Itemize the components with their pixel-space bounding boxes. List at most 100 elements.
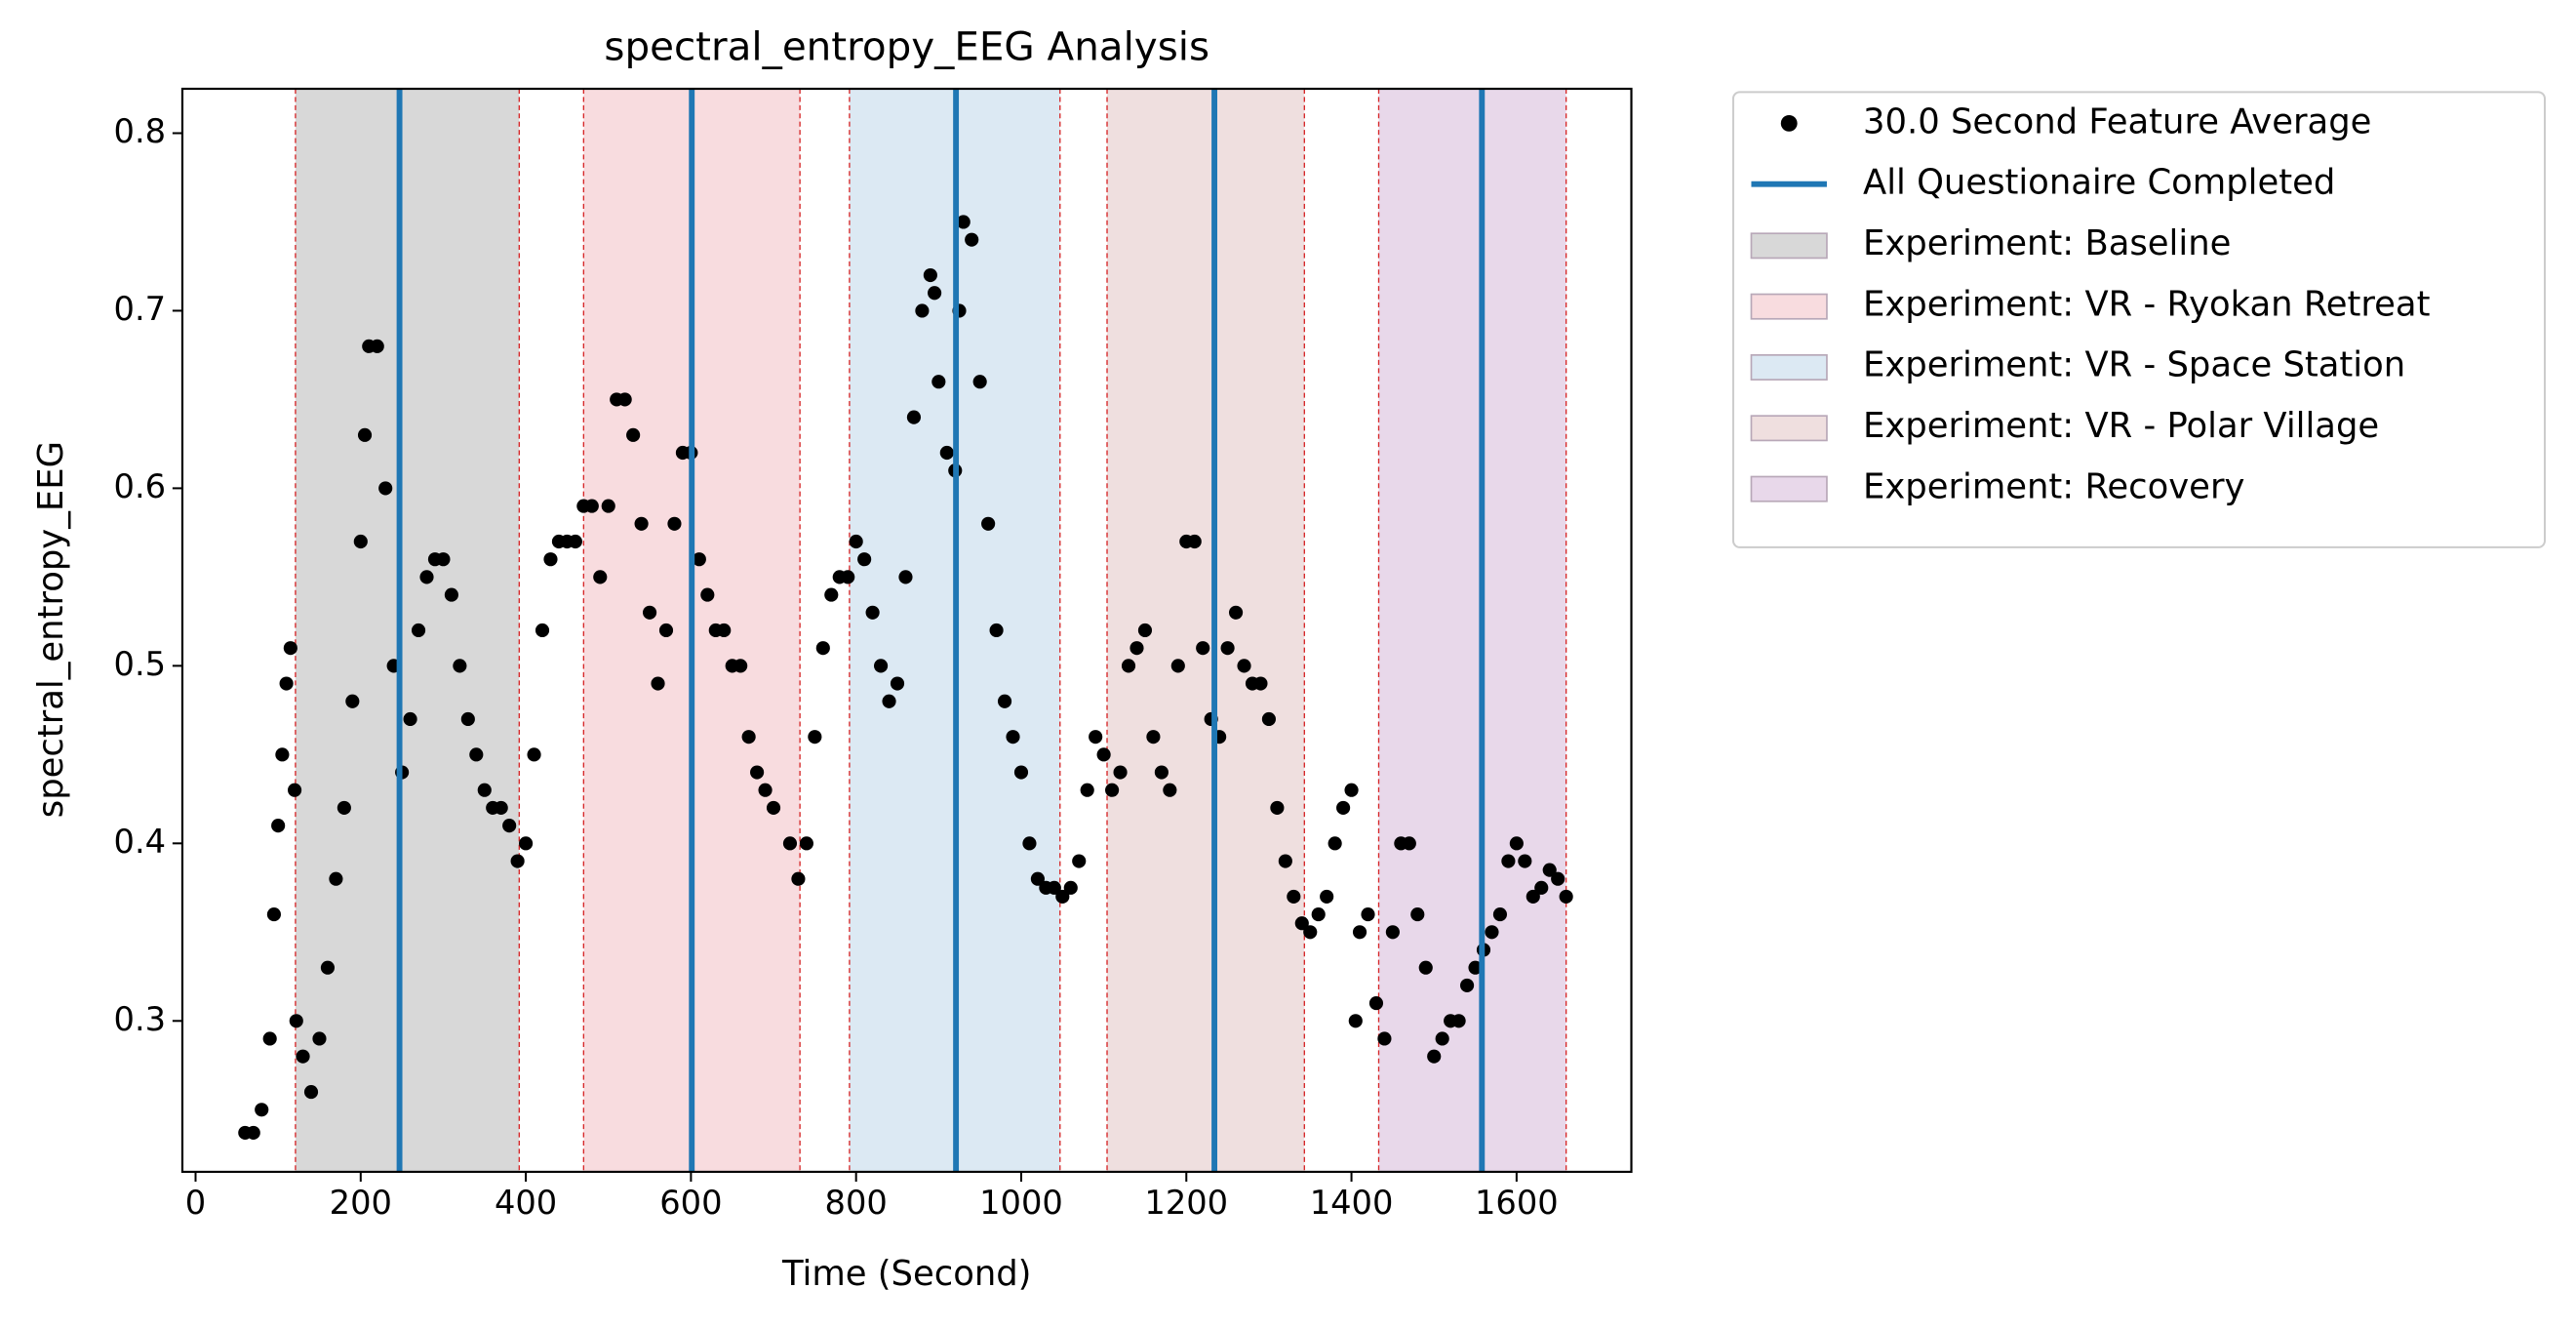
point <box>824 587 839 602</box>
point <box>329 871 343 886</box>
point <box>906 410 922 424</box>
point <box>898 570 913 584</box>
point <box>1137 623 1153 638</box>
point <box>1534 880 1549 895</box>
point <box>1328 836 1342 851</box>
point <box>651 676 665 691</box>
point <box>289 1014 303 1028</box>
point <box>312 1031 327 1046</box>
point <box>601 499 615 513</box>
point <box>262 1031 277 1046</box>
point <box>1261 711 1276 727</box>
point <box>1096 747 1111 762</box>
point <box>288 783 302 797</box>
x-tick-label: 800 <box>825 1184 888 1222</box>
point <box>519 836 534 851</box>
x-tick-label: 200 <box>330 1184 392 1222</box>
point <box>1022 836 1037 851</box>
point <box>337 800 351 816</box>
point <box>1105 783 1120 797</box>
point <box>717 623 732 638</box>
point <box>972 375 987 389</box>
point <box>320 960 336 975</box>
point <box>584 499 599 513</box>
point <box>1501 854 1516 868</box>
chart-title: spectral_entropy_EEG Analysis <box>604 23 1209 70</box>
point <box>808 730 822 744</box>
point <box>1559 889 1573 904</box>
point <box>568 534 582 549</box>
point <box>460 711 475 727</box>
point <box>1013 765 1029 780</box>
point <box>634 516 649 531</box>
point <box>741 730 756 744</box>
point <box>477 783 492 797</box>
point <box>1352 925 1367 940</box>
point <box>1030 871 1045 886</box>
point <box>275 747 290 762</box>
point <box>1047 880 1061 895</box>
y-tick-label: 0.3 <box>114 1000 167 1038</box>
y-tick-label: 0.6 <box>114 467 167 505</box>
legend-label: 30.0 Second Feature Average <box>1863 101 2371 141</box>
point <box>1402 836 1416 851</box>
legend-label: Experiment: VR - Space Station <box>1863 345 2405 385</box>
point <box>1270 800 1285 816</box>
point <box>1492 907 1508 922</box>
point <box>1287 889 1301 904</box>
point <box>403 711 417 727</box>
point <box>279 676 294 691</box>
point <box>758 783 773 797</box>
point <box>890 676 905 691</box>
point <box>527 747 541 762</box>
x-axis-label: Time (Second) <box>781 1254 1032 1294</box>
point <box>989 623 1004 638</box>
point <box>255 1103 269 1117</box>
point <box>1361 907 1375 922</box>
point <box>1551 871 1565 886</box>
legend-box <box>1731 91 2547 548</box>
point <box>411 623 426 638</box>
x-tick-label: 1000 <box>979 1184 1063 1222</box>
y-axis-label: spectral_entropy_EEG <box>31 441 71 818</box>
point <box>1278 854 1292 868</box>
y-tick-label: 0.7 <box>114 290 167 328</box>
x-tick-label: 400 <box>495 1184 557 1222</box>
legend-marker <box>1750 354 1828 381</box>
point <box>1459 978 1475 992</box>
point <box>246 1125 260 1140</box>
point <box>1418 960 1433 975</box>
point <box>750 765 765 780</box>
point <box>799 836 813 851</box>
point <box>1163 783 1177 797</box>
point <box>923 267 937 283</box>
point <box>939 445 954 461</box>
point <box>1170 659 1185 673</box>
point <box>1113 765 1128 780</box>
point <box>1435 1031 1449 1046</box>
point <box>981 516 996 531</box>
point <box>370 339 384 353</box>
point <box>1410 907 1425 922</box>
point <box>303 1084 319 1100</box>
point <box>1006 730 1020 744</box>
point <box>997 694 1012 708</box>
point <box>928 286 942 301</box>
point <box>283 641 297 656</box>
span <box>1107 88 1305 1172</box>
point <box>1072 854 1087 868</box>
point <box>1451 1014 1466 1028</box>
point <box>345 694 360 708</box>
y-tick-label: 0.5 <box>114 645 167 683</box>
point <box>931 375 946 389</box>
span <box>1378 88 1566 1172</box>
point <box>1485 925 1499 940</box>
point <box>766 800 781 816</box>
point <box>469 747 484 762</box>
point <box>1253 676 1268 691</box>
point <box>494 800 508 816</box>
span <box>295 88 520 1172</box>
point <box>357 427 373 442</box>
point <box>1237 659 1251 673</box>
